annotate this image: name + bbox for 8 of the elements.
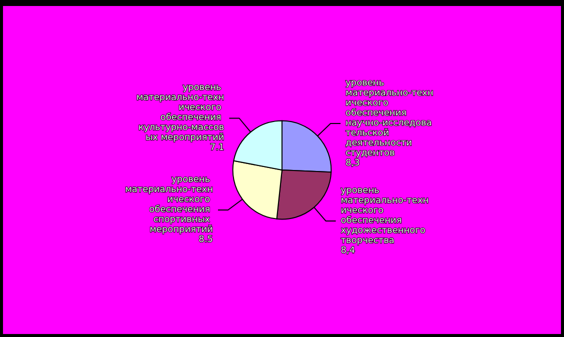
data-label: 8,4 (340, 246, 356, 256)
slice-label: уровень материально-технического обеспечения научно-исследовательской деятельности студентов (346, 78, 434, 159)
slice-label: уровень материально-технического обеспечения культурно-массовых мероприятий (136, 83, 224, 144)
slice-label: уровень материально-технического обеспечения художественного творчества (340, 186, 429, 246)
data-label: 8,3 (346, 158, 360, 169)
slice-label: уровень материально-технического обеспечения спортивных мероприятий (125, 174, 214, 235)
data-label: 8.5 (198, 234, 213, 245)
data-label: 7.1 (210, 143, 224, 154)
